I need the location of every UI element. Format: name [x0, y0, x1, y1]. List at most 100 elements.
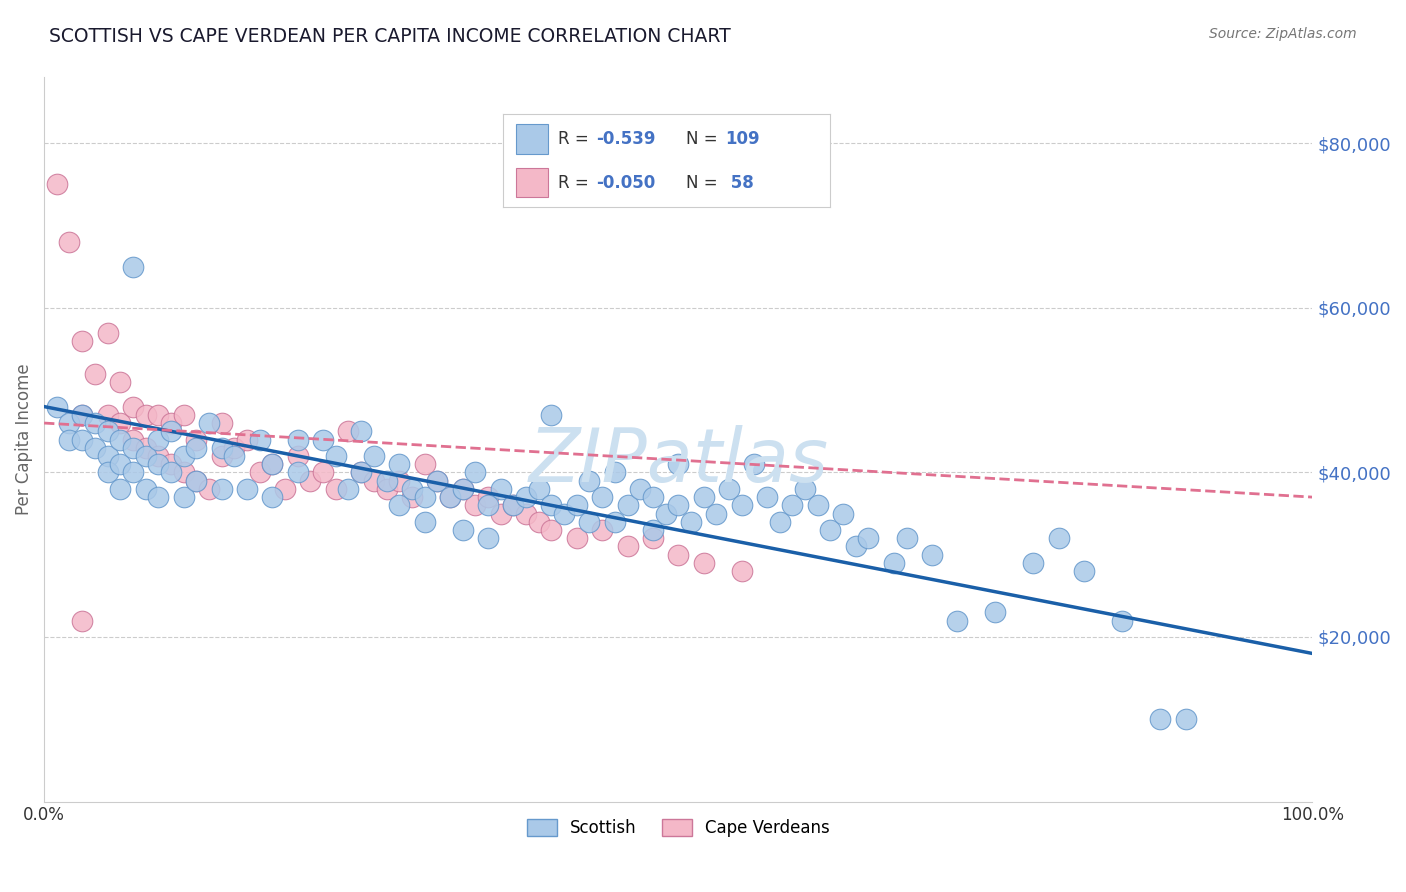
Point — [375, 474, 398, 488]
Point — [249, 433, 271, 447]
Point — [388, 457, 411, 471]
Point — [160, 416, 183, 430]
Point — [553, 507, 575, 521]
Point — [58, 235, 80, 249]
Point — [704, 507, 727, 521]
Point — [515, 507, 537, 521]
Point — [135, 449, 157, 463]
Point — [540, 523, 562, 537]
Text: R =: R = — [558, 174, 595, 192]
Point — [148, 490, 170, 504]
Point — [96, 449, 118, 463]
Point — [591, 523, 613, 537]
Point — [173, 466, 195, 480]
Point — [401, 490, 423, 504]
Point — [122, 260, 145, 274]
Point — [148, 408, 170, 422]
Point — [654, 507, 676, 521]
Point — [565, 499, 588, 513]
Point — [45, 178, 67, 192]
Point — [83, 367, 105, 381]
Point — [896, 531, 918, 545]
Point — [96, 424, 118, 438]
Point — [375, 482, 398, 496]
Point — [224, 449, 246, 463]
Point — [287, 449, 309, 463]
Point — [794, 482, 817, 496]
Point — [186, 474, 208, 488]
Point — [439, 490, 461, 504]
Point — [641, 490, 664, 504]
Point — [198, 416, 221, 430]
Point — [83, 441, 105, 455]
Point — [451, 523, 474, 537]
Point — [337, 482, 360, 496]
Point — [96, 408, 118, 422]
Point — [527, 515, 550, 529]
Point — [148, 433, 170, 447]
Point — [148, 449, 170, 463]
Point — [666, 457, 689, 471]
Point — [502, 499, 524, 513]
Text: ZIPatlas: ZIPatlas — [529, 425, 828, 497]
Point — [1149, 712, 1171, 726]
Point — [413, 515, 436, 529]
Point — [186, 474, 208, 488]
Point — [439, 490, 461, 504]
Point — [262, 490, 284, 504]
Point — [641, 523, 664, 537]
Point — [489, 482, 512, 496]
Point — [122, 400, 145, 414]
Point — [666, 548, 689, 562]
Point — [578, 474, 600, 488]
Point — [108, 416, 131, 430]
Point — [730, 499, 752, 513]
Point — [388, 474, 411, 488]
Point — [160, 457, 183, 471]
Text: SCOTTISH VS CAPE VERDEAN PER CAPITA INCOME CORRELATION CHART: SCOTTISH VS CAPE VERDEAN PER CAPITA INCO… — [49, 27, 731, 45]
Point — [540, 499, 562, 513]
Point — [1073, 564, 1095, 578]
Point — [70, 334, 93, 348]
Point — [477, 499, 499, 513]
Point — [451, 482, 474, 496]
Point — [413, 457, 436, 471]
Point — [58, 433, 80, 447]
Point — [426, 474, 449, 488]
Point — [173, 490, 195, 504]
Point — [984, 605, 1007, 619]
Point — [135, 441, 157, 455]
Point — [769, 515, 792, 529]
Point — [717, 482, 740, 496]
Point — [820, 523, 842, 537]
Text: 109: 109 — [725, 130, 759, 148]
Point — [692, 490, 714, 504]
Text: R =: R = — [558, 130, 595, 148]
Point — [312, 433, 335, 447]
Point — [262, 457, 284, 471]
Point — [186, 441, 208, 455]
Point — [186, 433, 208, 447]
Point — [565, 531, 588, 545]
Point — [1022, 556, 1045, 570]
Point — [679, 515, 702, 529]
Point — [730, 564, 752, 578]
Point — [527, 482, 550, 496]
Point — [122, 433, 145, 447]
Point — [464, 466, 486, 480]
Point — [83, 416, 105, 430]
Point — [515, 490, 537, 504]
Point — [198, 482, 221, 496]
Point — [744, 457, 766, 471]
Point — [489, 507, 512, 521]
Point — [641, 531, 664, 545]
Point — [603, 515, 626, 529]
Point — [122, 466, 145, 480]
Point — [287, 466, 309, 480]
Point — [578, 515, 600, 529]
Text: -0.539: -0.539 — [596, 130, 655, 148]
Point — [287, 433, 309, 447]
Point — [325, 482, 347, 496]
Point — [299, 474, 322, 488]
Point — [616, 499, 638, 513]
